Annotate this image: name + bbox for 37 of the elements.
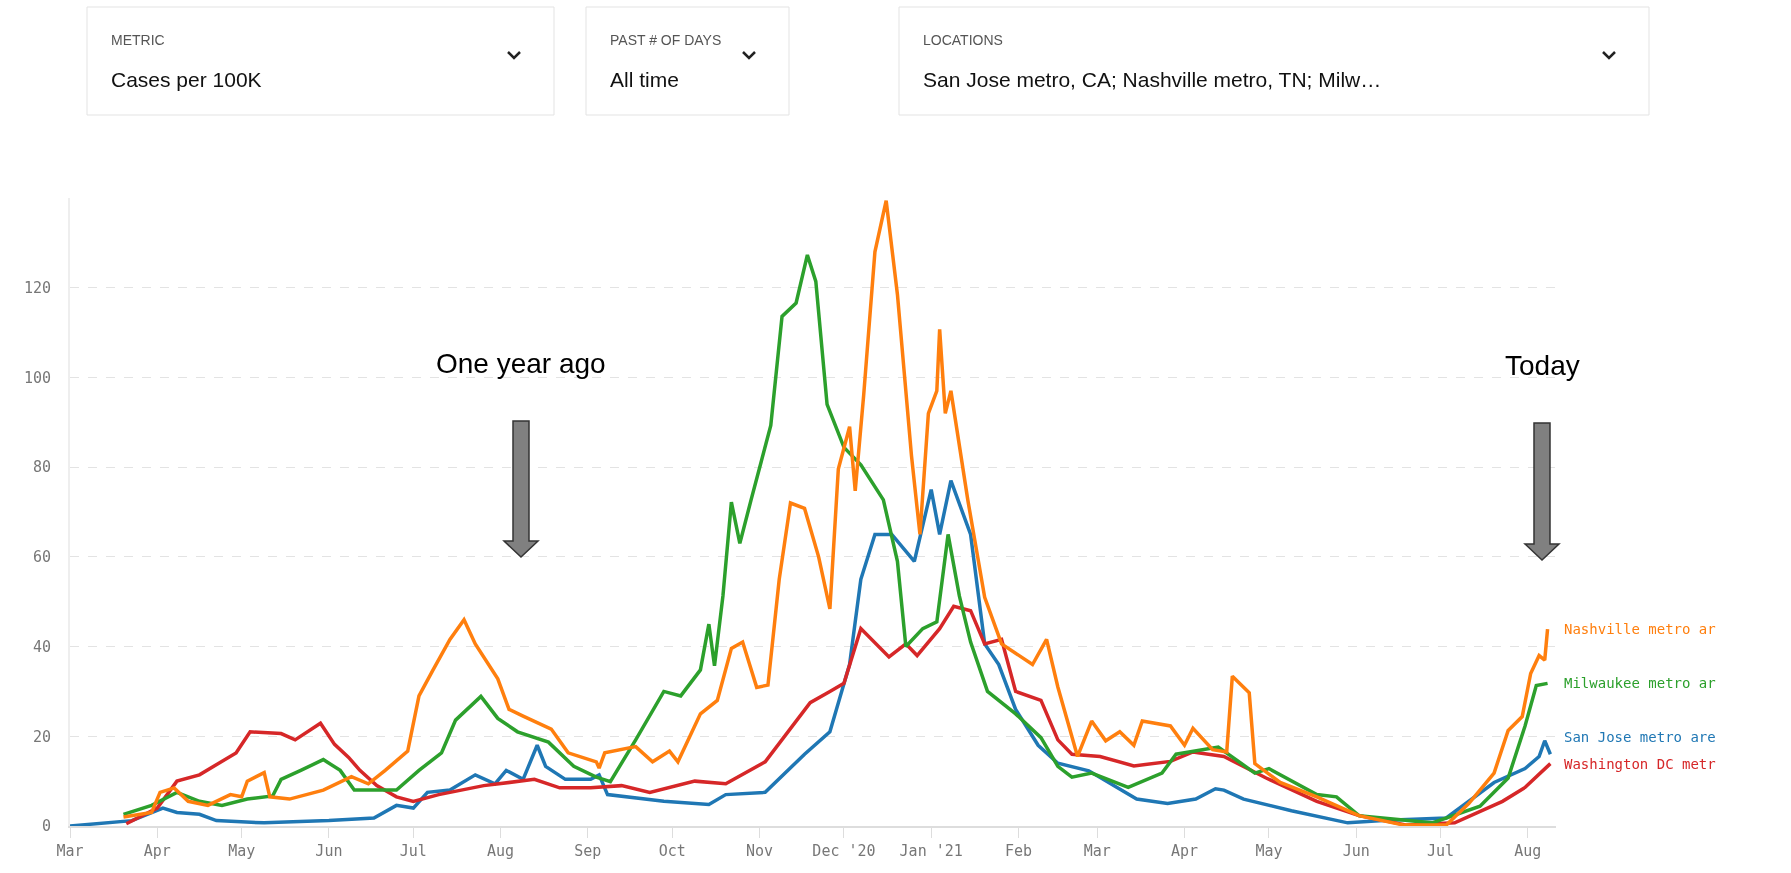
y-tick-label: 80 — [32, 458, 51, 477]
x-tick-label: Oct — [658, 842, 686, 860]
x-tick-label: Dec '20 — [812, 842, 876, 860]
x-tick-label: Mar — [1083, 842, 1111, 860]
x-tick-label: Jun — [315, 842, 343, 860]
y-tick-label: 0 — [41, 817, 51, 836]
x-tick-label: Aug — [487, 842, 515, 860]
y-tick-label: 120 — [23, 278, 51, 297]
y-tick-label: 60 — [32, 548, 51, 567]
x-tick-label: May — [1255, 842, 1283, 860]
x-tick-label: Feb — [1004, 842, 1032, 860]
x-tick-label: Jul — [1427, 842, 1455, 860]
text: San Jose metro, CA; Nashville metro, TN; Milw… — [923, 68, 1382, 91]
text: LOCATIONS — [923, 32, 1003, 48]
x-tick-label: Aug — [1514, 842, 1542, 860]
series-label: Nashville metro ar — [1564, 621, 1716, 637]
text: Cases per 100K — [111, 68, 262, 91]
series-label: San Jose metro are — [1564, 729, 1716, 745]
x-tick-label: Apr — [1170, 842, 1199, 860]
series-label: Washington DC metr — [1564, 756, 1716, 772]
text: METRIC — [111, 32, 165, 48]
annotation: One year ago — [436, 348, 606, 379]
x-tick-label: Jul — [399, 842, 427, 860]
x-tick-label: Jan '21 — [899, 842, 963, 860]
text: All time — [610, 68, 679, 91]
x-tick-label: Apr — [143, 842, 171, 860]
y-tick-label: 40 — [32, 637, 51, 656]
x-tick-label: Mar — [56, 842, 84, 860]
x-tick-label: Nov — [745, 842, 774, 860]
y-tick-label: 100 — [23, 368, 51, 387]
x-tick-label: Sep — [574, 842, 602, 860]
text: PAST # OF DAYS — [610, 32, 722, 48]
x-tick-label: May — [228, 842, 256, 860]
x-tick-label: Jun — [1342, 842, 1370, 860]
annotation: Today — [1505, 350, 1580, 381]
y-tick-label: 20 — [32, 727, 51, 746]
series-label: Milwaukee metro ar — [1564, 675, 1716, 691]
